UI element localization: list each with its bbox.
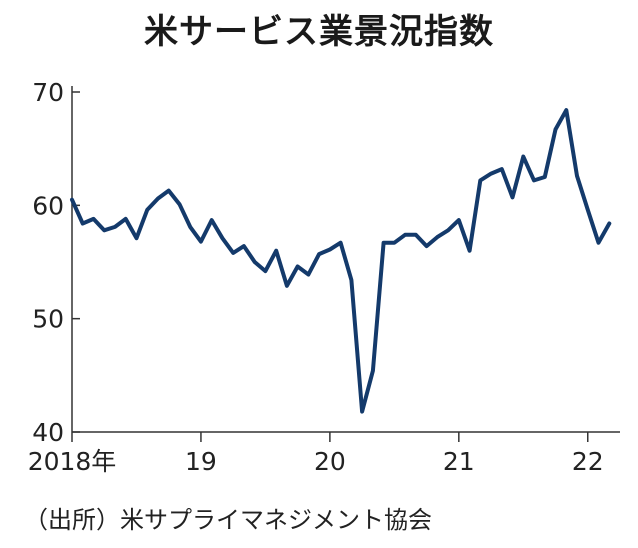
data-point <box>199 240 203 244</box>
x-tick-label: 21 <box>443 447 475 476</box>
data-point <box>306 272 310 277</box>
data-point <box>349 278 353 282</box>
chart-title: 米サービス業景況指数 <box>144 12 494 52</box>
x-tick-label: 22 <box>572 447 604 476</box>
data-point <box>339 241 343 245</box>
data-point <box>263 269 267 273</box>
line-chart: 40 50 60 70 2018年 19 20 21 22 <box>28 78 620 476</box>
data-point <box>274 249 278 253</box>
data-point <box>81 221 85 226</box>
data-point <box>167 189 171 193</box>
data-point <box>328 247 332 252</box>
data-point <box>296 264 300 269</box>
data-point <box>521 155 525 159</box>
data-point <box>543 175 547 179</box>
data-point <box>317 252 321 256</box>
data-point <box>371 369 375 373</box>
y-tick-label: 60 <box>32 191 64 220</box>
data-point <box>575 174 579 178</box>
y-tick-label: 70 <box>32 78 64 107</box>
data-point <box>285 284 289 288</box>
data-point <box>553 127 558 131</box>
data-point <box>91 217 96 221</box>
data-point <box>403 233 407 237</box>
data-point <box>134 236 139 240</box>
data-point <box>360 410 364 414</box>
data-point <box>382 241 386 245</box>
data-point <box>564 108 568 112</box>
data-point <box>113 225 117 229</box>
data-point <box>392 241 396 245</box>
data-point <box>500 167 504 171</box>
data-point <box>210 218 214 222</box>
data-point <box>242 244 246 248</box>
data-point <box>253 260 257 264</box>
data-point <box>425 244 429 248</box>
series-line <box>70 108 612 414</box>
data-point <box>457 218 461 222</box>
y-tick-label: 40 <box>32 418 64 447</box>
data-point <box>446 228 450 232</box>
data-point <box>145 208 149 212</box>
x-tick-label: 2018年 <box>28 447 117 476</box>
y-tick-label: 50 <box>32 305 64 334</box>
data-point <box>231 251 235 255</box>
data-point <box>124 217 128 221</box>
data-point <box>102 228 106 232</box>
data-point <box>478 178 482 182</box>
data-point <box>188 225 192 229</box>
data-point <box>70 198 74 202</box>
data-point <box>177 202 182 206</box>
data-point <box>607 221 611 226</box>
data-point <box>532 178 536 182</box>
data-point <box>435 235 439 239</box>
data-point <box>586 208 590 212</box>
data-point <box>510 195 515 199</box>
data-point <box>489 172 493 176</box>
data-point <box>468 249 472 253</box>
data-point <box>596 241 601 245</box>
data-point <box>414 233 418 237</box>
data-point <box>220 236 224 240</box>
data-point <box>156 196 160 201</box>
source-note: （出所）米サプライマネジメント協会 <box>24 506 432 534</box>
x-tick-label: 20 <box>314 447 346 476</box>
x-tick-label: 19 <box>185 447 217 476</box>
